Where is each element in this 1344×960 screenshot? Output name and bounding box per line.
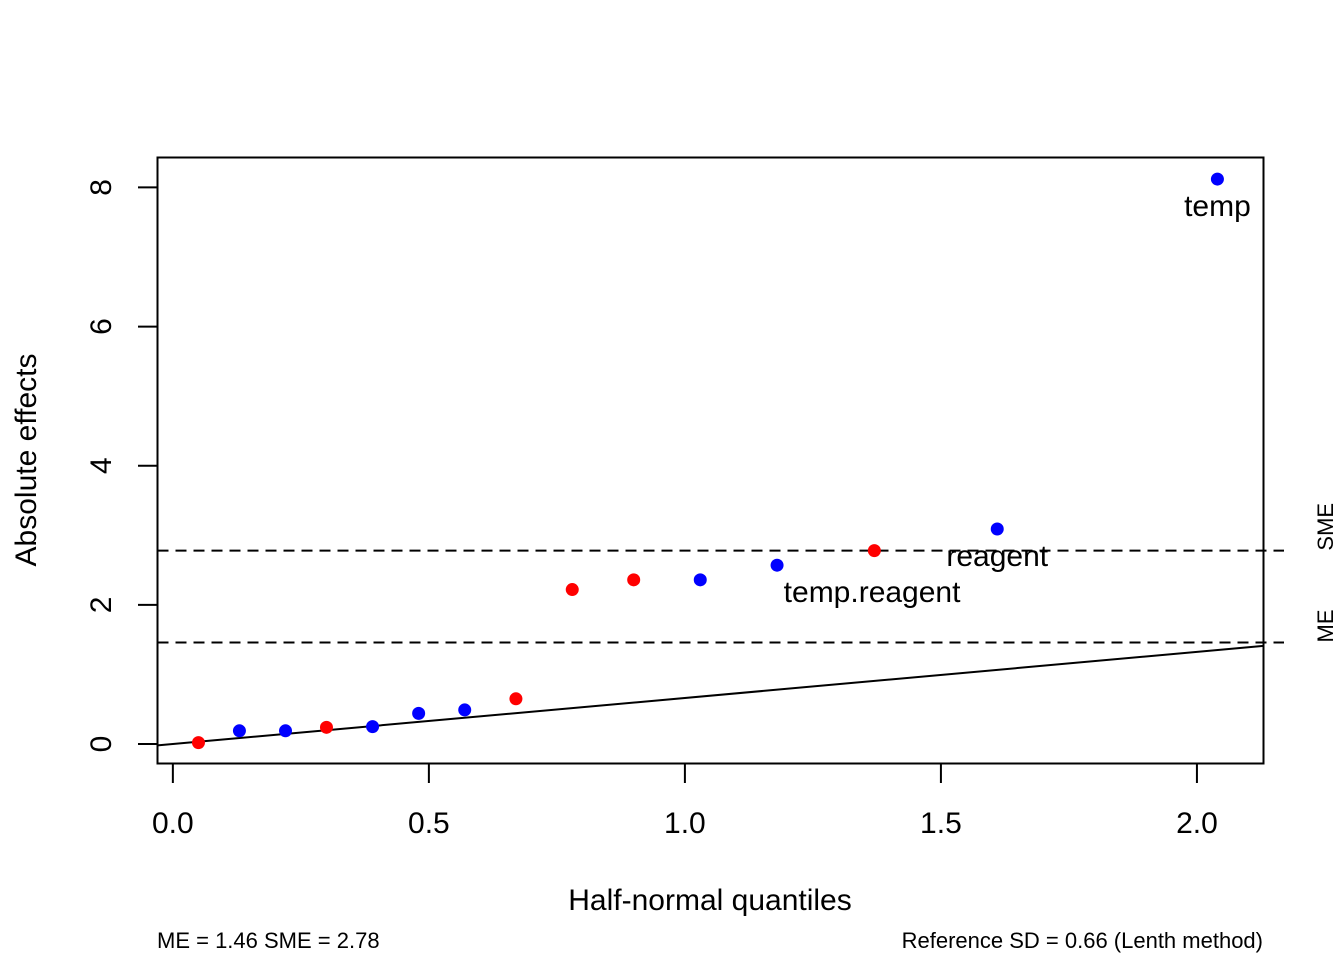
x-tick-label: 2.0 xyxy=(1176,807,1218,840)
y-tick-label: 2 xyxy=(85,597,118,614)
x-axis: 0.0 0.5 1.0 1.5 2.0 xyxy=(152,762,1218,840)
y-tick-label: 0 xyxy=(85,736,118,753)
x-tick-label: 1.0 xyxy=(664,807,706,840)
effect-point xyxy=(366,720,380,734)
effect-point xyxy=(191,736,205,750)
x-tick-label: 1.5 xyxy=(920,807,962,840)
me-label: ME xyxy=(1313,609,1338,642)
effect-point xyxy=(232,724,246,738)
effect-point xyxy=(509,692,523,706)
effect-point xyxy=(412,706,426,720)
effect-point xyxy=(867,544,881,558)
reference-line xyxy=(157,644,1264,747)
effect-point xyxy=(565,583,579,597)
effect-label: reagent xyxy=(946,540,1048,573)
footer-threshold-values: ME = 1.46 SME = 2.78 xyxy=(157,928,380,953)
y-tick-label: 8 xyxy=(85,179,118,196)
effect-point xyxy=(319,720,333,734)
points-layer xyxy=(191,172,1224,750)
effect-point xyxy=(990,522,1004,536)
effect-point xyxy=(1210,172,1224,186)
plot-frame xyxy=(156,156,1265,765)
effect-point xyxy=(693,573,707,587)
sme-label: SME xyxy=(1313,503,1338,551)
effect-point xyxy=(770,558,784,572)
reference-line-layer xyxy=(157,644,1264,747)
y-axis-title: Absolute effects xyxy=(10,354,43,567)
y-axis: 0 2 4 6 8 xyxy=(85,179,159,753)
y-tick-label: 6 xyxy=(85,318,118,335)
effect-label: temp xyxy=(1184,190,1251,223)
y-tick-label: 4 xyxy=(85,457,118,474)
effect-point xyxy=(627,573,641,587)
effect-point xyxy=(458,703,472,717)
x-tick-label: 0.5 xyxy=(408,807,450,840)
footer-reference-sd: Reference SD = 0.66 (Lenth method) xyxy=(902,928,1263,953)
threshold-lines-layer: ME SME xyxy=(157,503,1338,644)
x-tick-label: 0.0 xyxy=(152,807,194,840)
effect-label: temp.reagent xyxy=(784,576,961,609)
effect-point xyxy=(279,724,293,738)
x-axis-title: Half-normal quantiles xyxy=(568,884,851,917)
